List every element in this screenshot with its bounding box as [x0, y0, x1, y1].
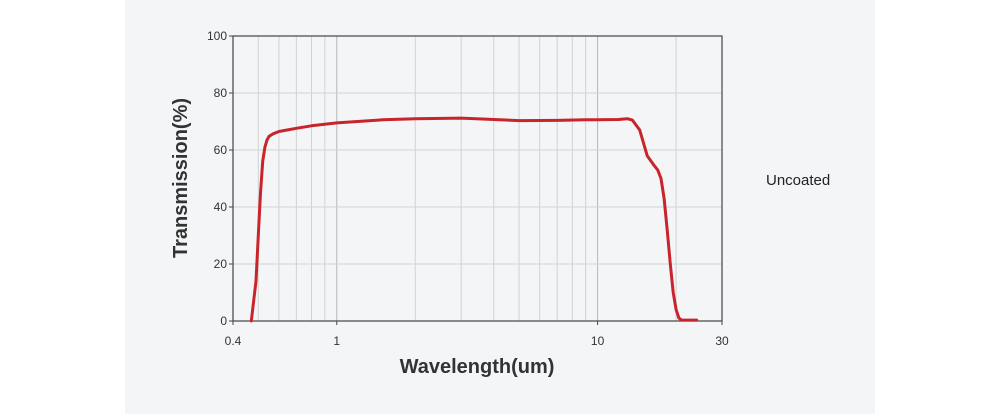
- x-axis-label: Wavelength(um): [400, 356, 555, 378]
- transmission-series-line: [249, 116, 699, 323]
- x-tick-label: 1: [333, 334, 340, 348]
- y-tick-label: 0: [220, 314, 227, 328]
- y-tick-label: 20: [214, 257, 228, 271]
- y-tick-label: 80: [214, 86, 228, 100]
- y-tick-label: 60: [214, 143, 228, 157]
- y-axis-label: Transmission(%): [170, 98, 192, 258]
- plot-frame: [232, 35, 723, 322]
- axis-ticks: 0 20 40 60 80 100 0.4 1 10 30: [207, 29, 729, 348]
- y-tick-label: 40: [214, 200, 228, 214]
- y-tick-label: 100: [207, 29, 227, 43]
- coating-label: Uncoated: [766, 172, 831, 189]
- x-tick-label: 10: [591, 334, 605, 348]
- x-tick-label: 30: [715, 334, 729, 348]
- grid-lines: [233, 36, 722, 321]
- x-tick-label: 0.4: [225, 334, 242, 348]
